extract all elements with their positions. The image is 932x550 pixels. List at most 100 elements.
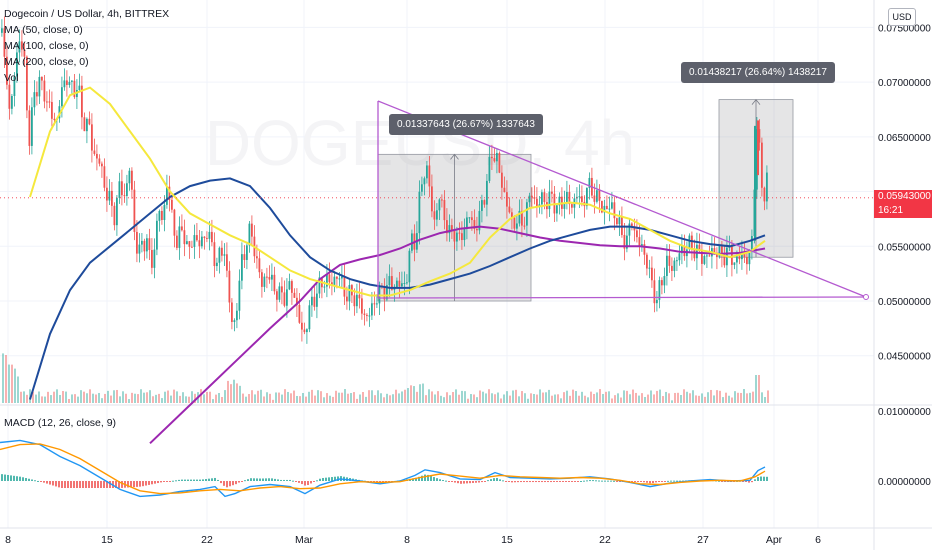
price-axis-label: 0.05500000 (878, 242, 931, 253)
macd-histogram-bar (199, 479, 201, 481)
volume-bar (167, 390, 169, 403)
macd-axis-label: 0.01000000 (878, 407, 931, 418)
macd-histogram-bar (442, 480, 444, 482)
macd-histogram-bar (745, 481, 747, 482)
measure-label-1[interactable]: 0.01337643 (26.67%) 1337643 (389, 114, 543, 135)
candle-body (478, 210, 481, 231)
candle-body (411, 233, 413, 251)
price-axis[interactable]: 0.07500000 0.07000000 0.06500000 0.05500000… (878, 23, 931, 488)
volume-bar (536, 394, 538, 403)
macd-histogram-bar (208, 478, 210, 481)
volume-bar (56, 389, 58, 403)
candle-body (446, 220, 448, 234)
candle-body (171, 199, 173, 210)
candle-body (501, 172, 503, 188)
volume-bar (455, 389, 457, 403)
candle-body (173, 209, 176, 236)
candle-body (406, 282, 408, 284)
macd-histogram-bar (100, 481, 102, 488)
volume-bar (227, 380, 229, 403)
macd-histogram-bar (634, 481, 636, 482)
candle-body (588, 177, 591, 188)
candle-body (511, 212, 513, 218)
volume-bar (374, 395, 376, 403)
volume-bar (95, 394, 97, 403)
volume-bar (488, 389, 490, 403)
currency-button[interactable]: USD (888, 8, 916, 26)
macd-histogram-bar (637, 481, 639, 482)
volume-bar (83, 391, 85, 403)
volume-bar (17, 376, 19, 403)
macd-histogram-bar (64, 481, 66, 488)
candle-body (23, 49, 26, 57)
volume-bar (725, 392, 727, 403)
macd-histogram-bar (499, 479, 501, 481)
macd-pane (0, 439, 768, 498)
volume-bar (275, 392, 277, 403)
candle-body (16, 52, 18, 77)
candle-body (166, 186, 168, 205)
macd-histogram-bar (535, 481, 537, 483)
macd-histogram-bar (31, 479, 33, 481)
macd-histogram-bar (598, 480, 600, 482)
macd-histogram-bar (718, 480, 720, 482)
macd-histogram-bar (532, 481, 534, 483)
volume-bar (26, 394, 28, 403)
candle-body (311, 296, 313, 306)
candle-body (508, 206, 511, 213)
macd-histogram-bar (223, 481, 225, 486)
volume-bar (392, 394, 394, 403)
macd-histogram-bar (316, 480, 318, 482)
candle-body (106, 187, 108, 201)
candle-body (231, 302, 233, 322)
volume-bar (437, 391, 439, 403)
volume-bar (65, 391, 67, 403)
candle-body (448, 225, 451, 234)
candle-body (271, 274, 273, 280)
candle-body (386, 285, 388, 300)
candle-body (333, 276, 336, 286)
candle-body (513, 217, 516, 229)
volume-bar (446, 392, 448, 403)
time-axis[interactable]: 8 15 22 Mar 8 15 22 27 Apr 6 (5, 534, 821, 546)
candle-body (626, 235, 628, 249)
macd-histogram-bar (430, 475, 432, 481)
candle-body (461, 233, 463, 241)
macd-histogram-bar (217, 479, 219, 481)
candle-body (636, 230, 638, 238)
candle-body (26, 56, 28, 111)
candle-body (236, 310, 238, 321)
macd-histogram-bar (196, 479, 198, 481)
volume-bar (689, 393, 691, 403)
measure-label-2[interactable]: 0.01438217 (26.64%) 1438217 (681, 62, 835, 83)
volume-bar (530, 393, 532, 403)
candle-body (601, 200, 603, 213)
candle-body (193, 235, 196, 247)
candle-body (211, 231, 213, 243)
candle-body (656, 299, 658, 304)
candle-body (151, 249, 153, 268)
volume-bar (182, 392, 184, 403)
candle-body (256, 256, 258, 259)
volume-bar (356, 398, 358, 403)
volume-bar (203, 394, 205, 403)
candle-body (206, 237, 208, 239)
candle-body (233, 320, 236, 322)
macd-histogram-bar (376, 481, 378, 482)
volume-bar (752, 391, 754, 403)
volume-bar (308, 391, 310, 403)
candle-body (483, 200, 486, 205)
candle-body (658, 280, 661, 300)
candle-body (103, 166, 106, 188)
volume-bar (173, 389, 175, 403)
volume-bar (761, 392, 763, 403)
time-axis-label: 22 (599, 534, 611, 546)
candle-body (141, 240, 143, 245)
volume-bar (563, 392, 565, 403)
volume-bar (677, 392, 679, 403)
volume-bar (170, 395, 172, 403)
volume-bar (329, 395, 331, 403)
candle-body (468, 217, 471, 219)
macd-histogram-bar (583, 480, 585, 482)
